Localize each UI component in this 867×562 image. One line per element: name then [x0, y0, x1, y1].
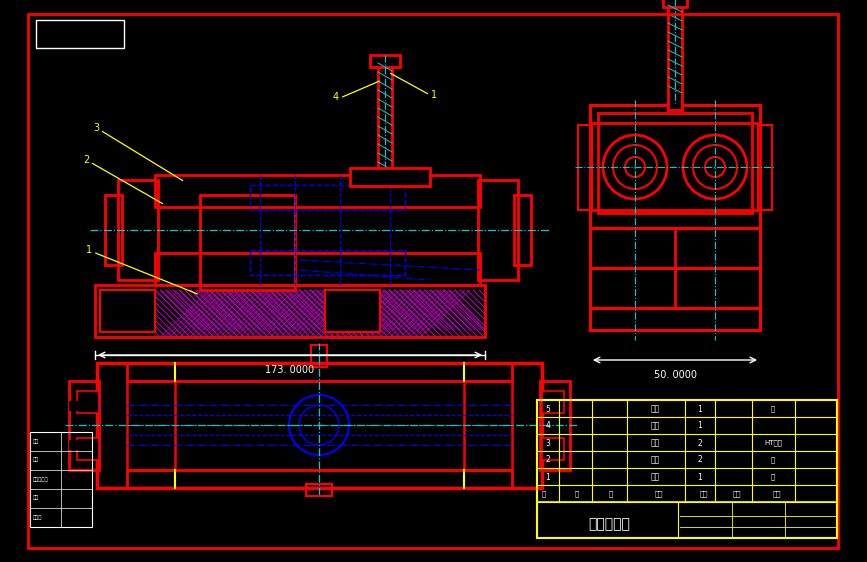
Text: 1: 1 — [86, 245, 92, 255]
Bar — [758, 125, 772, 210]
Text: 数量: 数量 — [700, 491, 708, 497]
Text: 夹具总装图: 夹具总装图 — [588, 517, 630, 531]
Bar — [590, 308, 760, 330]
Bar — [478, 180, 518, 280]
Text: 备注: 备注 — [773, 491, 781, 497]
Bar — [118, 180, 158, 280]
Bar — [95, 285, 485, 337]
Text: 螺母: 螺母 — [650, 438, 660, 447]
Bar — [540, 381, 570, 470]
Text: 钢: 钢 — [771, 474, 775, 481]
Text: 1: 1 — [698, 405, 702, 414]
Bar — [155, 175, 480, 207]
Text: 标记: 标记 — [33, 438, 39, 443]
Bar — [464, 381, 512, 470]
Bar — [118, 180, 158, 280]
Text: 3: 3 — [545, 438, 551, 447]
Bar — [100, 290, 155, 332]
Text: 螺柱: 螺柱 — [650, 455, 660, 465]
Bar — [350, 168, 430, 186]
Bar — [375, 170, 395, 178]
Bar — [537, 400, 837, 538]
Text: 2: 2 — [698, 438, 702, 447]
Bar — [69, 440, 81, 450]
Text: 名称: 名称 — [655, 491, 663, 497]
Bar — [200, 195, 295, 290]
Text: 1: 1 — [431, 90, 437, 100]
Text: 2: 2 — [698, 455, 702, 465]
Bar — [514, 195, 531, 265]
Text: 1: 1 — [545, 473, 551, 482]
Bar — [69, 401, 81, 411]
Bar — [590, 228, 760, 268]
Text: 序: 序 — [542, 491, 546, 497]
Text: 173. 0000: 173. 0000 — [265, 365, 315, 375]
Bar — [127, 381, 175, 470]
Text: 图: 图 — [575, 491, 579, 497]
Bar — [69, 381, 99, 470]
Bar — [311, 345, 327, 367]
Text: 5: 5 — [545, 405, 551, 414]
Text: HT铸铁: HT铸铁 — [764, 439, 782, 446]
Bar — [250, 185, 405, 210]
Text: 钢: 钢 — [771, 457, 775, 463]
Text: 牛榫: 牛榫 — [650, 405, 660, 414]
Bar — [77, 391, 99, 413]
Text: 材料: 材料 — [733, 491, 741, 497]
Text: 4: 4 — [333, 92, 339, 102]
Bar — [590, 268, 760, 308]
Bar — [598, 113, 752, 213]
Bar — [542, 438, 564, 460]
Text: 3: 3 — [93, 123, 99, 133]
Text: 2: 2 — [83, 155, 89, 165]
Text: 年月日: 年月日 — [33, 514, 42, 519]
Bar — [30, 432, 92, 527]
Bar — [590, 105, 760, 330]
Bar — [105, 195, 122, 265]
Bar — [325, 290, 380, 332]
Text: 号: 号 — [609, 491, 613, 497]
Text: 更改文件号: 更改文件号 — [33, 477, 49, 482]
Text: 4: 4 — [545, 422, 551, 430]
Text: 钢: 钢 — [771, 406, 775, 413]
Text: 压板: 压板 — [650, 422, 660, 430]
Bar — [155, 175, 480, 207]
Bar — [668, 0, 682, 110]
Bar — [200, 195, 295, 290]
Text: 签名: 签名 — [33, 496, 39, 501]
Bar — [590, 105, 760, 123]
Bar — [578, 125, 592, 210]
Bar — [155, 253, 480, 285]
Text: 处数: 处数 — [33, 457, 39, 463]
Bar — [478, 180, 518, 280]
Bar — [590, 210, 760, 228]
Bar — [77, 438, 99, 460]
Bar — [105, 195, 122, 265]
Bar — [250, 250, 405, 275]
Text: 底板: 底板 — [650, 473, 660, 482]
Bar — [325, 290, 380, 332]
Text: 50. 0000: 50. 0000 — [654, 370, 696, 380]
Bar — [514, 195, 531, 265]
Bar — [100, 290, 155, 332]
Text: 1: 1 — [698, 473, 702, 482]
Bar — [127, 470, 512, 488]
Bar — [127, 363, 512, 381]
Bar — [306, 484, 332, 496]
Bar — [542, 391, 564, 413]
Bar — [370, 55, 400, 67]
Bar — [155, 253, 480, 285]
Bar — [97, 363, 542, 488]
Bar — [36, 20, 124, 48]
Bar — [663, 0, 687, 7]
Text: 1: 1 — [698, 422, 702, 430]
Bar — [378, 60, 392, 180]
Text: 2: 2 — [545, 455, 551, 465]
